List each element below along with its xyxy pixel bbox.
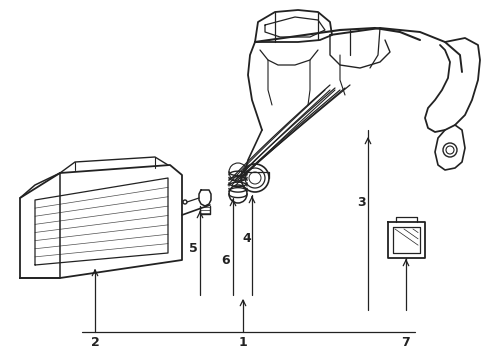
Text: 3: 3 <box>358 195 367 208</box>
Text: 6: 6 <box>221 253 230 266</box>
Text: 4: 4 <box>243 231 251 244</box>
Text: 2: 2 <box>91 336 99 349</box>
Text: 5: 5 <box>189 242 197 255</box>
Text: 1: 1 <box>239 336 247 349</box>
Text: 7: 7 <box>402 336 410 349</box>
